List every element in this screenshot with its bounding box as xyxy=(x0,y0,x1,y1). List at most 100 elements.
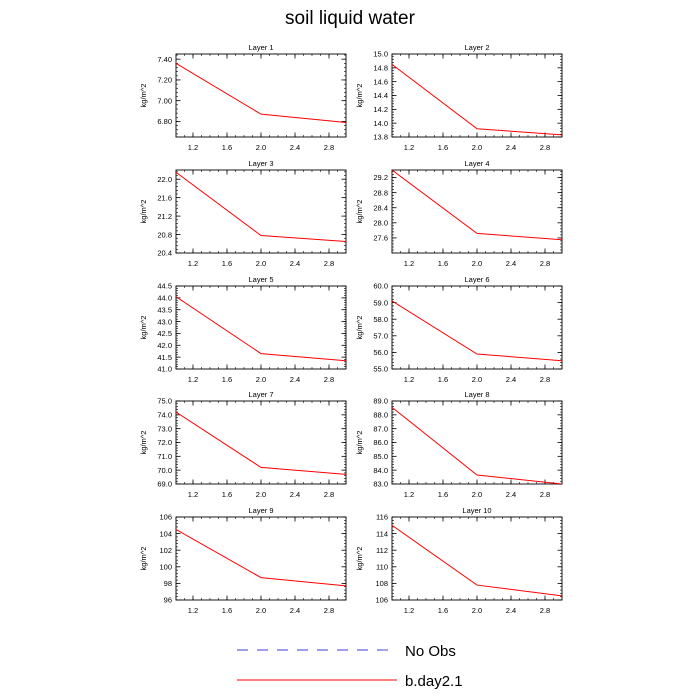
y-tick-label: 44.5 xyxy=(157,282,172,291)
y-tick-label: 112 xyxy=(376,546,388,555)
y-tick-label: 86.0 xyxy=(373,438,388,447)
x-tick-label: 2.8 xyxy=(324,606,334,615)
y-tick-label: 88.0 xyxy=(373,411,388,420)
y-axis-label: kg/m^2 xyxy=(355,84,364,108)
panel-title: Layer 7 xyxy=(248,390,273,399)
y-tick-label: 20.4 xyxy=(157,249,172,258)
y-tick-label: 7.20 xyxy=(157,76,172,85)
x-tick-label: 2.4 xyxy=(506,143,516,152)
x-tick-label: 2.8 xyxy=(540,259,550,268)
x-tick-label: 2.4 xyxy=(290,606,300,615)
y-axis-label: kg/m^2 xyxy=(355,316,364,340)
x-tick-label: 2.8 xyxy=(540,606,550,615)
y-tick-label: 14.0 xyxy=(373,119,388,128)
panel-title: Layer 2 xyxy=(464,43,489,52)
plot-frame xyxy=(391,53,563,138)
panel-4: Layer 4 kg/m^2 1.2 1.6 2.0 2.4 2.8 27.6 28.0 28.4… xyxy=(355,159,563,268)
x-tick-label: 1.2 xyxy=(188,375,198,384)
x-tick-label: 2.0 xyxy=(472,375,482,384)
y-axis-label: kg/m^2 xyxy=(139,200,148,224)
series-line-b-day2-1 xyxy=(176,296,346,362)
y-tick-label: 21.2 xyxy=(157,212,172,221)
y-tick-label: 15.0 xyxy=(373,50,388,59)
y-tick-label: 98 xyxy=(164,579,172,588)
x-tick-label: 2.0 xyxy=(256,375,266,384)
plot-frame xyxy=(391,516,563,601)
y-tick-label: 42.0 xyxy=(157,341,172,350)
panel-title: Layer 1 xyxy=(248,43,273,52)
plot-frame xyxy=(175,516,347,601)
y-tick-label: 104 xyxy=(159,529,172,538)
panel-9: Layer 9 kg/m^2 1.2 1.6 2.0 2.4 2.8 96 98 100 102 10… xyxy=(139,506,347,615)
y-tick-label: 42.5 xyxy=(157,329,172,338)
x-tick-label: 1.6 xyxy=(222,375,232,384)
x-tick-label: 2.8 xyxy=(324,375,334,384)
series-line-b-day2-1 xyxy=(392,300,562,362)
x-tick-label: 1.2 xyxy=(404,606,414,615)
x-tick-label: 1.6 xyxy=(222,143,232,152)
y-tick-label: 100 xyxy=(159,563,172,572)
y-tick-label: 106 xyxy=(375,596,388,605)
x-tick-label: 2.4 xyxy=(290,375,300,384)
series-line-b-day2-1 xyxy=(392,406,562,484)
x-tick-label: 1.6 xyxy=(222,259,232,268)
panel-3: Layer 3 kg/m^2 1.2 1.6 2.0 2.4 2.8 20.4 20.8 21.2… xyxy=(139,159,347,268)
y-tick-label: 41.5 xyxy=(157,353,172,362)
x-tick-label: 1.6 xyxy=(438,259,448,268)
y-tick-label: 83.0 xyxy=(373,480,388,489)
y-axis-label: kg/m^2 xyxy=(355,200,364,224)
series-line-b-day2-1 xyxy=(176,62,346,123)
panel-title: Layer 10 xyxy=(462,506,491,515)
y-tick-label: 43.0 xyxy=(157,317,172,326)
y-axis-label: kg/m^2 xyxy=(139,431,148,455)
x-tick-label: 2.0 xyxy=(256,143,266,152)
series-line-b-day2-1 xyxy=(392,63,562,136)
y-tick-label: 74.0 xyxy=(157,411,172,420)
y-tick-label: 114 xyxy=(376,529,388,538)
panel-title: Layer 9 xyxy=(248,506,273,515)
y-tick-label: 28.0 xyxy=(373,219,388,228)
y-tick-label: 27.6 xyxy=(373,234,388,243)
y-axis-label: kg/m^2 xyxy=(355,431,364,455)
y-tick-label: 28.4 xyxy=(373,203,388,212)
panel-title: Layer 8 xyxy=(464,390,489,399)
x-tick-label: 1.2 xyxy=(404,259,414,268)
y-tick-label: 70.0 xyxy=(157,466,172,475)
plot-frame xyxy=(391,169,563,254)
x-tick-label: 2.0 xyxy=(472,490,482,499)
x-tick-label: 2.0 xyxy=(256,259,266,268)
x-tick-label: 1.6 xyxy=(438,375,448,384)
y-tick-label: 73.0 xyxy=(157,424,172,433)
y-tick-label: 110 xyxy=(376,563,388,572)
series-line-b-day2-1 xyxy=(176,529,346,587)
plot-frame xyxy=(391,400,563,485)
x-tick-label: 2.8 xyxy=(540,490,550,499)
y-tick-label: 59.0 xyxy=(373,298,388,307)
panel-title: Layer 5 xyxy=(248,275,273,284)
x-tick-label: 2.8 xyxy=(324,143,334,152)
x-tick-label: 1.2 xyxy=(188,606,198,615)
y-tick-label: 58.0 xyxy=(373,315,388,324)
x-tick-label: 1.2 xyxy=(404,143,414,152)
x-tick-label: 1.2 xyxy=(404,490,414,499)
series-line-b-day2-1 xyxy=(176,411,346,475)
plot-frame xyxy=(391,285,563,370)
legend-label: No Obs xyxy=(405,643,456,660)
y-tick-label: 89.0 xyxy=(373,397,388,406)
y-tick-label: 43.5 xyxy=(157,305,172,314)
panel-title: Layer 4 xyxy=(464,159,489,168)
panel-2: Layer 2 kg/m^2 1.2 1.6 2.0 2.4 2.8 13.8 14.0 14.2… xyxy=(355,43,563,152)
plot-frame xyxy=(175,169,347,254)
plot-frame xyxy=(175,285,347,370)
y-axis-label: kg/m^2 xyxy=(139,316,148,340)
x-tick-label: 2.0 xyxy=(256,606,266,615)
panel-10: Layer 10 kg/m^2 1.2 1.6 2.0 2.4 2.8 106 108 110 11… xyxy=(355,506,563,615)
y-tick-label: 44.0 xyxy=(157,294,172,303)
y-tick-label: 55.0 xyxy=(373,365,388,374)
y-tick-label: 14.4 xyxy=(373,91,388,100)
panel-title: Layer 3 xyxy=(248,159,273,168)
y-tick-label: 60.0 xyxy=(373,282,388,291)
x-tick-label: 2.0 xyxy=(472,606,482,615)
y-axis-label: kg/m^2 xyxy=(139,547,148,571)
y-tick-label: 69.0 xyxy=(157,480,172,489)
